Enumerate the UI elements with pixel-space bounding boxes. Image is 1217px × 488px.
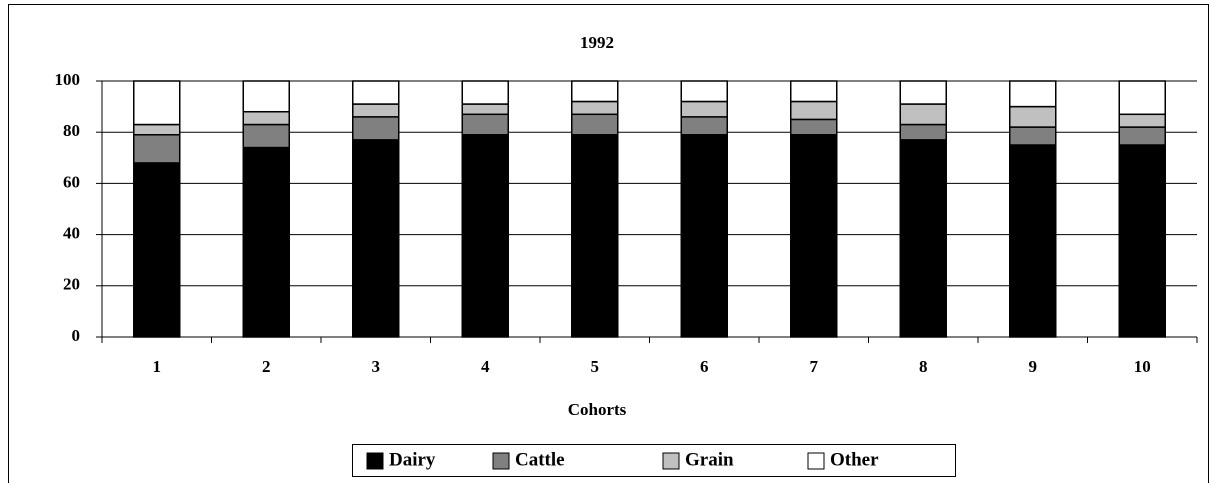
x-tick-label: 2 (262, 357, 271, 376)
bar-segment (242, 110, 290, 126)
bar-segment (899, 139, 947, 338)
bar-segment (1118, 126, 1166, 146)
bar-segment (133, 80, 181, 126)
bar-segment (352, 103, 400, 118)
bar-segment (133, 123, 181, 136)
legend-swatch (492, 452, 510, 470)
bar-segment (1118, 113, 1166, 128)
bar-segment (680, 116, 728, 136)
bar-segment (242, 123, 290, 149)
bar-segment (899, 103, 947, 126)
x-tick-label: 9 (1029, 357, 1038, 376)
x-tick-label: 7 (810, 357, 819, 376)
x-tick-label: 4 (481, 357, 490, 376)
bar-segment (352, 139, 400, 338)
y-tick-label: 60 (63, 172, 80, 191)
bar-segment (242, 146, 290, 338)
x-tick-label: 10 (1134, 357, 1151, 376)
bar-segment (1118, 80, 1166, 116)
legend-label: Cattle (515, 449, 565, 470)
x-tick-label: 6 (700, 357, 709, 376)
legend-label: Grain (685, 449, 734, 470)
x-axis-title: Cohorts (568, 400, 627, 419)
y-tick-label: 40 (63, 224, 80, 243)
bar-segment (571, 80, 619, 103)
bar-segment (680, 134, 728, 338)
legend-box (352, 444, 956, 477)
bar-segment (899, 123, 947, 141)
bar-segment (461, 80, 509, 105)
bar-segment (680, 80, 728, 103)
chart-title: 1992 (580, 33, 614, 52)
bar-segment (1009, 144, 1057, 338)
bar-segment (461, 103, 509, 116)
x-tick-label: 1 (153, 357, 162, 376)
legend-swatch (366, 452, 384, 470)
legend-label: Dairy (389, 449, 436, 470)
bar-segment (352, 116, 400, 141)
y-tick-label: 80 (63, 121, 80, 140)
bar-segment (790, 100, 838, 121)
bar-segment (899, 80, 947, 105)
bar-segment (352, 80, 400, 105)
y-tick-label: 100 (55, 70, 81, 89)
bar-segment (790, 134, 838, 338)
bar-segment (571, 134, 619, 338)
bar-segment (790, 118, 838, 136)
bar-segment (133, 162, 181, 338)
bar-segment (242, 80, 290, 113)
x-tick-label: 5 (591, 357, 600, 376)
bar-segment (1118, 144, 1166, 338)
bar-segment (133, 134, 181, 164)
legend-swatch (662, 452, 680, 470)
bar-segment (461, 113, 509, 136)
bar-segment (680, 100, 728, 118)
x-tick-label: 8 (919, 357, 928, 376)
bar-segment (461, 134, 509, 338)
bar-segment (571, 113, 619, 136)
x-tick-label: 3 (372, 357, 381, 376)
legend-swatch (807, 452, 825, 470)
legend-label: Other (830, 449, 879, 470)
bar-segment (1009, 105, 1057, 128)
bar-segment (571, 100, 619, 116)
y-tick-label: 0 (72, 326, 81, 345)
bar-segment (1009, 126, 1057, 146)
y-tick-label: 20 (63, 275, 80, 294)
bar-segment (1009, 80, 1057, 108)
bar-segment (790, 80, 838, 103)
